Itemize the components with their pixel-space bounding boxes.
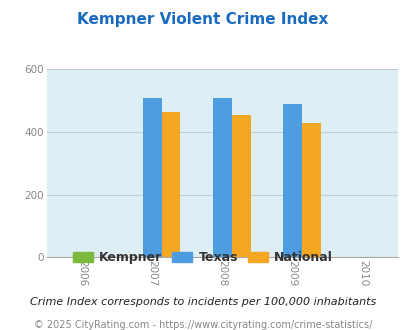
- Bar: [301, 123, 320, 257]
- Bar: [282, 104, 301, 257]
- Legend: Kempner, Texas, National: Kempner, Texas, National: [68, 246, 337, 269]
- Bar: [161, 112, 180, 257]
- Text: © 2025 CityRating.com - https://www.cityrating.com/crime-statistics/: © 2025 CityRating.com - https://www.city…: [34, 320, 371, 330]
- Text: Crime Index corresponds to incidents per 100,000 inhabitants: Crime Index corresponds to incidents per…: [30, 297, 375, 307]
- Text: Kempner Violent Crime Index: Kempner Violent Crime Index: [77, 12, 328, 26]
- Bar: [212, 98, 231, 257]
- Bar: [142, 98, 161, 257]
- Bar: [231, 115, 250, 257]
